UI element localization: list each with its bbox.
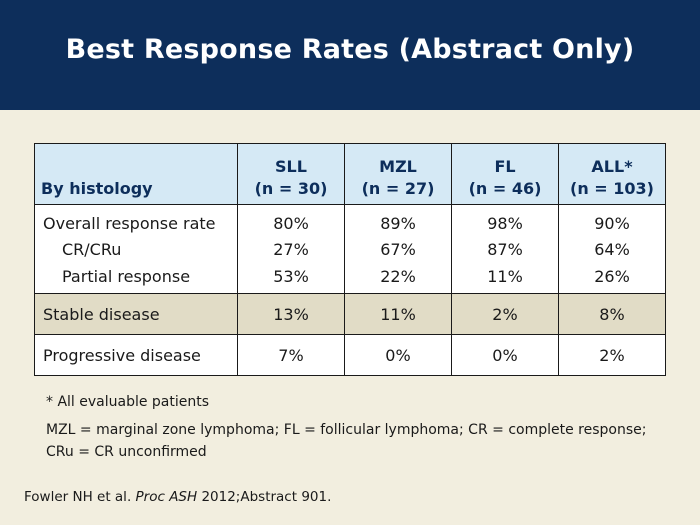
table-cell: 80% bbox=[237, 204, 345, 235]
citation: Fowler NH et al. Proc ASH 2012;Abstract … bbox=[24, 489, 331, 505]
table-cell: 11% bbox=[451, 263, 559, 294]
table-cell: 13% bbox=[237, 293, 345, 335]
row-label: Stable disease bbox=[34, 293, 238, 335]
row-label: Overall response rate bbox=[34, 204, 238, 235]
row-label: Partial response bbox=[34, 263, 238, 294]
citation-details: 2012;Abstract 901. bbox=[201, 489, 332, 505]
table-cell: 0% bbox=[344, 334, 452, 376]
table-cell: 90% bbox=[558, 204, 666, 235]
table-cell: 2% bbox=[451, 293, 559, 335]
table-cell: 8% bbox=[558, 293, 666, 335]
citation-authors: Fowler NH et al. bbox=[24, 489, 132, 505]
table-cell: 0% bbox=[451, 334, 559, 376]
table-cell: 87% bbox=[451, 235, 559, 263]
slide-title: Best Response Rates (Abstract Only) bbox=[65, 34, 635, 65]
table-row: CR/CRu 27% 67% 87% 64% bbox=[34, 235, 666, 263]
header-fl: FL (n = 46) bbox=[451, 143, 559, 205]
header-row-label: By histology bbox=[34, 143, 238, 205]
table-cell: 7% bbox=[237, 334, 345, 376]
header-sll: SLL (n = 30) bbox=[237, 143, 345, 205]
table-row: Progressive disease 7% 0% 0% 2% bbox=[34, 334, 666, 376]
table-cell: 26% bbox=[558, 263, 666, 294]
footnote-abbreviations: MZL = marginal zone lymphoma; FL = folli… bbox=[46, 422, 647, 460]
citation-journal: Proc ASH bbox=[135, 489, 198, 505]
table-row: Stable disease 13% 11% 2% 8% bbox=[34, 293, 666, 335]
row-label: Progressive disease bbox=[34, 334, 238, 376]
table-cell: 27% bbox=[237, 235, 345, 263]
table-cell: 98% bbox=[451, 204, 559, 235]
table-cell: 67% bbox=[344, 235, 452, 263]
table-cell: 89% bbox=[344, 204, 452, 235]
table-header-row: By histology SLL (n = 30) MZL (n = 27) FL(… bbox=[34, 143, 666, 205]
response-rates-table: By histology SLL (n = 30) MZL (n = 27) FL(… bbox=[34, 143, 666, 376]
table-row: Overall response rate 80% 89% 98% 90% bbox=[34, 204, 666, 235]
title-banner: Best Response Rates (Abstract Only) bbox=[0, 0, 700, 110]
row-label: CR/CRu bbox=[34, 235, 238, 263]
table-cell: 64% bbox=[558, 235, 666, 263]
table-cell: 2% bbox=[558, 334, 666, 376]
table-row: Partial response 53% 22% 11% 26% bbox=[34, 263, 666, 294]
table-cell: 11% bbox=[344, 293, 452, 335]
header-mzl: MZL (n = 27) bbox=[344, 143, 452, 205]
header-all: ALL* (n = 103) bbox=[558, 143, 666, 205]
table-cell: 53% bbox=[237, 263, 345, 294]
table-cell: 22% bbox=[344, 263, 452, 294]
footnote-asterisk: * All evaluable patients bbox=[46, 394, 210, 410]
